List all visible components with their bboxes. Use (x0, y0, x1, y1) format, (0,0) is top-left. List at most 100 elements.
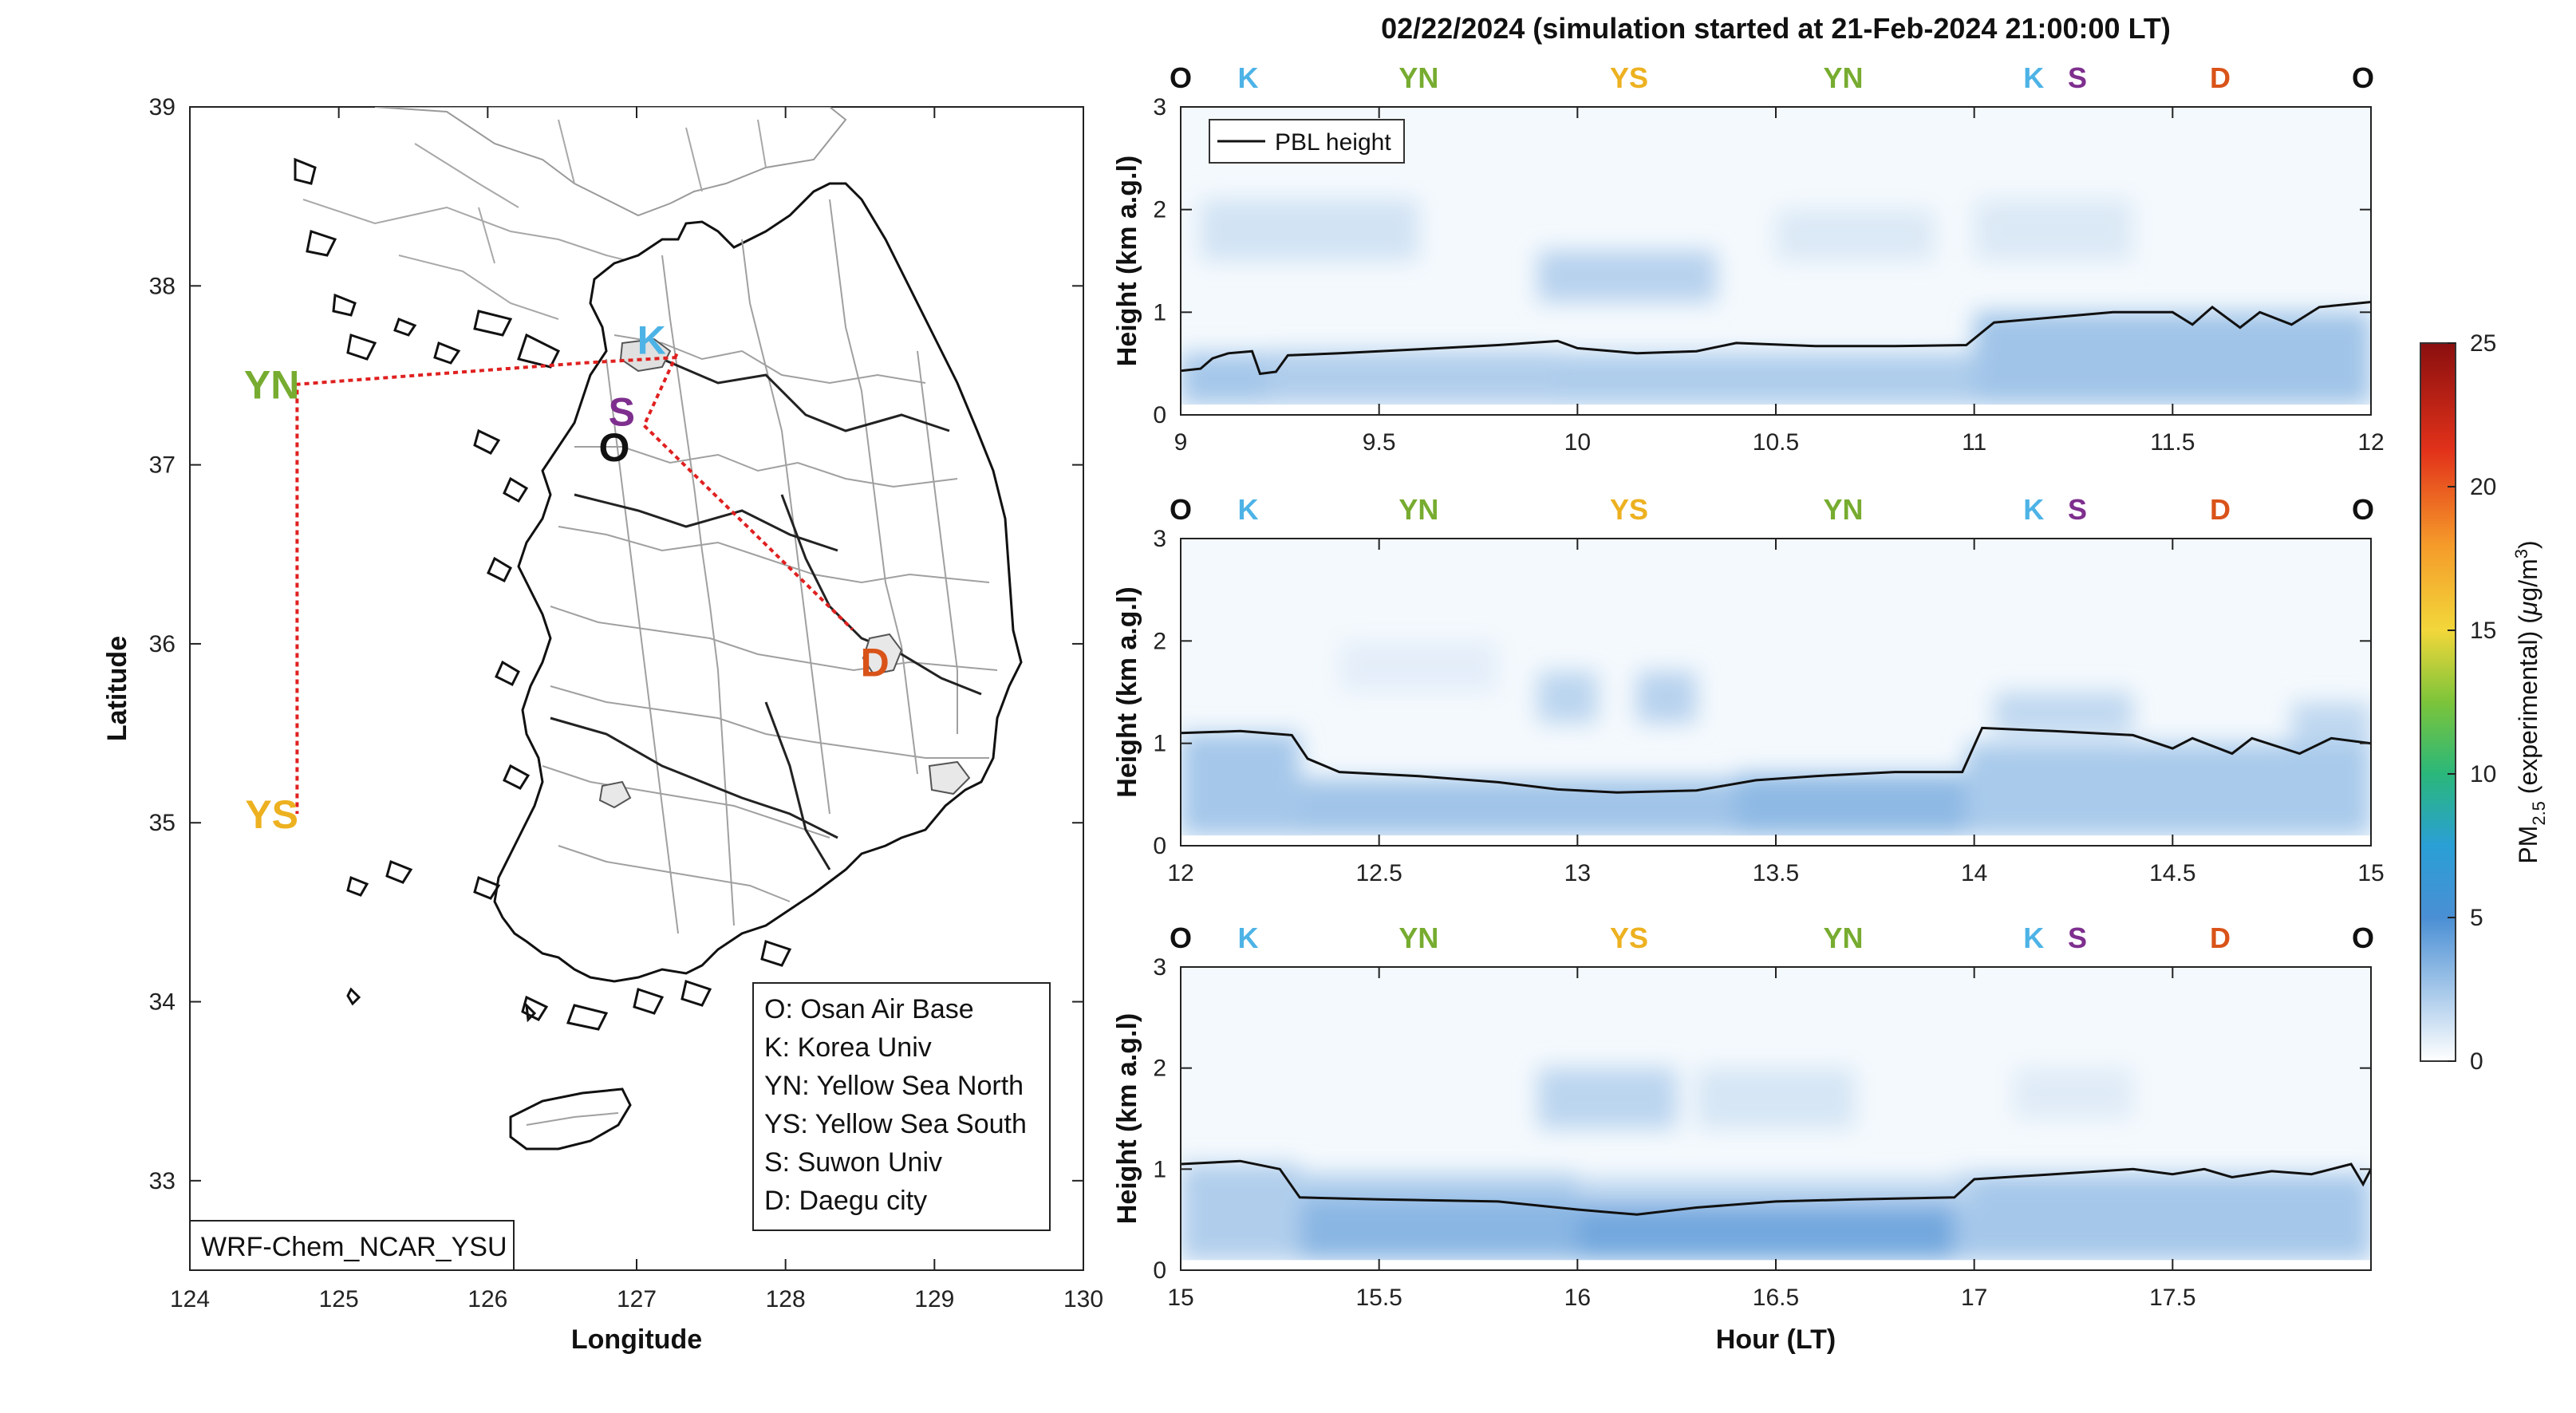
pm-cell (1181, 353, 1268, 405)
segment-label-yn: YN (1824, 493, 1864, 526)
segment-label-d: D (2210, 61, 2231, 94)
xtick-label: 13.5 (1753, 860, 1799, 886)
metro-outline-daegu (862, 633, 903, 676)
pm-cell (2291, 702, 2371, 744)
xtick-label: 14 (1961, 860, 1987, 886)
cb-label-sup: 3 (2511, 549, 2531, 558)
pm-cell (1636, 671, 1697, 723)
site-label-o: O (599, 425, 630, 470)
xtick-label: 12 (1167, 860, 1193, 886)
pm-cell (1537, 671, 1598, 723)
pm-cell (1577, 1204, 1955, 1261)
site-labels: O K YN YS S D (244, 318, 890, 837)
xtick-label: 14.5 (2149, 860, 2195, 886)
jeju-island (509, 1087, 632, 1151)
map-ticks: 124 125 126 127 128 129 130 33 34 35 36 37 38 39 (149, 94, 1103, 1312)
segment-label-d: D (2210, 922, 2231, 954)
pm-cell (1966, 743, 2371, 836)
segment-label-ys: YS (1610, 61, 1648, 94)
ytick-label: 3 (1153, 954, 1166, 981)
jeju-borders (526, 1112, 619, 1126)
segment-label-yn: YN (1824, 922, 1864, 954)
segment-label-s: S (2068, 61, 2087, 94)
map-xlabel: Longitude (571, 1324, 702, 1355)
western-islands (294, 157, 792, 1031)
cb-label-mu: μ (2514, 601, 2542, 616)
map-xtick-label: 129 (914, 1286, 954, 1312)
xaxis-label: Hour (LT) (1716, 1324, 1836, 1355)
site-legend-entry: O: Osan Air Base (764, 994, 974, 1024)
xtick-label: 10 (1564, 429, 1591, 456)
cb-label-pm: PM (2514, 826, 2542, 864)
map-ytick-label: 36 (149, 631, 176, 657)
xtick-label: 13 (1564, 860, 1591, 886)
pbl-height-line (1181, 301, 2371, 376)
segment-label-s: S (2068, 493, 2087, 526)
site-legend-entry: S: Suwon Univ (764, 1147, 942, 1178)
pm-field-blur (1181, 199, 2371, 405)
colorbar-gradient (2420, 342, 2456, 1062)
ytick-label: 3 (1153, 94, 1166, 120)
site-label-ys: YS (245, 792, 298, 837)
pm-cell (1200, 199, 1419, 261)
south-korea-outline (493, 182, 1023, 983)
colorbar-tick-label: 10 (2470, 761, 2496, 787)
xtick-label: 9.5 (1363, 429, 1396, 456)
ytick-label: 2 (1153, 628, 1166, 654)
xtick-label: 17 (1961, 1285, 1987, 1311)
panel-3: 15 15.5 16 16.5 17 17.5 0 1 2 3 Height (km a.g.l) O… (1112, 922, 2374, 1311)
ytick-label: 2 (1153, 197, 1166, 223)
colorbar-tick-label: 25 (2470, 330, 2496, 357)
ytick-label: 0 (1153, 833, 1166, 859)
model-label: WRF-Chem_NCAR_YSU (201, 1232, 507, 1262)
segment-label-ys: YS (1610, 922, 1648, 954)
ytick-label: 1 (1153, 299, 1166, 326)
pbl-legend: PBL height (1209, 119, 1405, 164)
pm-cell (1300, 1174, 1578, 1200)
pm-cell (1994, 692, 2133, 733)
map-ytick-label: 39 (149, 94, 176, 120)
map-ytick-label: 34 (149, 989, 176, 1016)
yaxis-label: Height (km a.g.l) (1112, 1013, 1142, 1224)
xtick-label: 11.5 (2150, 429, 2195, 456)
province-borders (550, 357, 982, 870)
site-legend-entry: D: Daegu city (764, 1186, 927, 1216)
pm-cell (1974, 312, 2371, 405)
segment-label-ys: YS (1610, 493, 1648, 526)
segment-label-o: O (2352, 61, 2374, 94)
ytick-label: 2 (1153, 1056, 1166, 1082)
site-legend: O: Osan Air Base K: Korea Univ YN: Yellow … (764, 994, 1027, 1216)
site-label-k: K (637, 318, 666, 363)
map-xtick-label: 124 (170, 1286, 210, 1312)
pm-cell (1268, 351, 1558, 405)
chart-title: 02/22/2024 (simulation started at 21-Feb… (1381, 12, 2171, 45)
map-xtick-label: 128 (766, 1286, 806, 1312)
north-land-outline (374, 107, 847, 217)
segment-label-k: K (2023, 493, 2044, 526)
ytick-label: 0 (1153, 402, 1166, 428)
pm-cell (1300, 1199, 1578, 1261)
colorbar-tick-label: 5 (2470, 905, 2483, 931)
pm-cell (1181, 1164, 1300, 1261)
ytick-label: 0 (1153, 1257, 1166, 1284)
pbl-legend-label: PBL height (1275, 129, 1391, 156)
segment-label-k: K (1238, 61, 1259, 94)
segment-label-k: K (1238, 493, 1259, 526)
segment-label-yn: YN (1824, 61, 1864, 94)
site-legend-entry: YN: Yellow Sea North (764, 1071, 1024, 1101)
pm-cell (1736, 774, 1967, 836)
metro-outline-busan (928, 760, 971, 795)
cb-label-sub: 2.5 (2529, 801, 2549, 826)
pm-cell (1954, 1174, 2371, 1261)
map-ylabel: Latitude (102, 636, 132, 741)
xtick-label: 15.5 (1355, 1285, 1402, 1311)
segment-label-yn: YN (1398, 493, 1438, 526)
pm-field-blur (1181, 641, 2371, 836)
metro-outline-gwangju (598, 780, 632, 809)
xtick-label: 12.5 (1355, 860, 1402, 886)
site-legend-entry: YS: Yellow Sea South (764, 1109, 1027, 1139)
map-xtick-label: 127 (617, 1286, 657, 1312)
